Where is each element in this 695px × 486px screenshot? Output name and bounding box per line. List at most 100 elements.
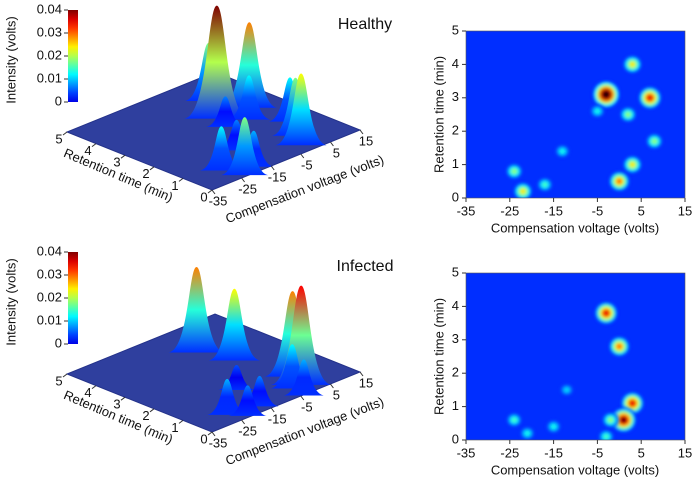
x-tick-label: -35 bbox=[457, 445, 476, 460]
surface-peak bbox=[200, 126, 243, 171]
y-axis-label: Retention time (min) bbox=[431, 56, 446, 173]
y-tick-label: 5 bbox=[55, 131, 62, 146]
surface-peak bbox=[227, 75, 271, 120]
x-tick-label: -15 bbox=[544, 445, 563, 460]
x-tick bbox=[359, 371, 364, 377]
heatmap-peak bbox=[592, 80, 621, 109]
y-tick-label: 5 bbox=[55, 373, 62, 388]
x-tick-label: -35 bbox=[457, 203, 476, 218]
heatmap-peaks bbox=[506, 301, 645, 440]
heatmap-peak bbox=[622, 55, 642, 74]
heatmap-contour bbox=[525, 431, 530, 435]
heatmap-peak bbox=[505, 163, 523, 180]
condition-label: Healthy bbox=[338, 16, 392, 33]
y-tick-label: 5 bbox=[452, 22, 459, 37]
heatmap-peak bbox=[590, 104, 605, 118]
x-tick-label: -25 bbox=[238, 423, 257, 438]
x-tick-label: -5 bbox=[592, 445, 604, 460]
x-tick-label: 15 bbox=[678, 203, 692, 218]
x-tick bbox=[211, 431, 216, 437]
heatmap-contour bbox=[603, 310, 610, 316]
y-tick-label: 1 bbox=[171, 420, 178, 435]
heatmap-peak bbox=[610, 407, 637, 433]
colorbar-tick-label: 0.02 bbox=[37, 47, 62, 62]
surface-peak bbox=[221, 22, 278, 108]
x-tick-label: -25 bbox=[238, 181, 257, 196]
y-axis-label: Retention time (min) bbox=[431, 298, 446, 415]
surface-peak bbox=[207, 378, 247, 415]
x-tick bbox=[329, 383, 334, 389]
y-tick bbox=[149, 408, 155, 413]
colorbar-label: Intensity (volts) bbox=[3, 16, 18, 103]
surface-peak bbox=[228, 385, 267, 416]
y-tick-label: 3 bbox=[113, 397, 120, 412]
heatmap-contour bbox=[604, 434, 609, 439]
x-tick bbox=[241, 177, 246, 183]
heatmap-peak bbox=[622, 155, 642, 174]
heatmap-peak bbox=[645, 133, 663, 149]
y-tick bbox=[91, 385, 97, 390]
x-tick-label: 5 bbox=[638, 445, 645, 460]
heatmap-peak bbox=[608, 336, 630, 357]
heatmap-contour bbox=[647, 94, 653, 101]
surface-peak bbox=[284, 359, 324, 396]
y-tick bbox=[120, 396, 126, 401]
y-tick-label: 4 bbox=[84, 385, 91, 400]
colorbar-tick-label: 0.03 bbox=[37, 266, 62, 281]
x-tick bbox=[241, 419, 246, 425]
colorbar-tick-label: 0.01 bbox=[37, 70, 62, 85]
y-tick-label: 2 bbox=[142, 408, 149, 423]
surface-peak bbox=[275, 73, 327, 146]
y-tick-label: 3 bbox=[452, 89, 459, 104]
x-tick-label: -25 bbox=[500, 203, 519, 218]
x-tick bbox=[300, 153, 305, 159]
heatmap-contour bbox=[630, 162, 635, 167]
y-tick-label: 0 bbox=[200, 431, 207, 446]
colorbar-tick-label: 0.02 bbox=[37, 289, 62, 304]
x-tick bbox=[359, 129, 364, 135]
heatmap-frame bbox=[465, 30, 686, 199]
heatmap-peak bbox=[559, 383, 574, 396]
x-tick-label: 5 bbox=[333, 145, 340, 160]
heatmap-contour bbox=[542, 182, 547, 187]
colorbar-tick-label: 0.04 bbox=[37, 243, 62, 258]
heatmap-frame bbox=[465, 272, 686, 441]
heatmap-contour bbox=[512, 169, 517, 174]
heatmap-contour bbox=[512, 418, 517, 422]
heatmap-contour bbox=[602, 90, 610, 98]
condition-label: Infected bbox=[337, 258, 394, 275]
heatmap-contour bbox=[608, 418, 613, 422]
heatmap-background bbox=[466, 273, 685, 440]
colorbar-tick-label: 0 bbox=[55, 93, 62, 108]
y-tick-label: 2 bbox=[142, 166, 149, 181]
y-tick-label: 5 bbox=[452, 264, 459, 279]
y-tick bbox=[207, 189, 213, 194]
heatmap-peak bbox=[608, 171, 630, 192]
y-tick-label: 0 bbox=[200, 189, 207, 204]
heatmap-contour bbox=[630, 62, 635, 67]
colorbar-label: Intensity (volts) bbox=[3, 258, 18, 345]
y-tick bbox=[178, 177, 184, 182]
y-tick bbox=[62, 373, 68, 378]
x-tick bbox=[270, 165, 275, 171]
heatmap-peak bbox=[619, 106, 637, 123]
x-tick-label: -15 bbox=[544, 203, 563, 218]
surface-peak bbox=[208, 288, 261, 361]
heatmap-contour bbox=[616, 343, 622, 350]
surface-peak bbox=[206, 96, 245, 127]
heatmap-contour bbox=[560, 149, 565, 153]
y-tick-label: 0 bbox=[452, 189, 459, 204]
colorbar-tick-label: 0 bbox=[55, 335, 62, 350]
x-tick bbox=[270, 407, 275, 413]
surface-peak bbox=[184, 5, 250, 119]
x-axis-label: Compensation voltage (volts) bbox=[491, 462, 659, 477]
y-tick bbox=[207, 431, 213, 436]
x-tick bbox=[329, 141, 334, 147]
x-tick-label: -35 bbox=[209, 435, 228, 450]
x-tick-label: 5 bbox=[638, 203, 645, 218]
x-tick-label: -15 bbox=[268, 411, 287, 426]
y-tick bbox=[149, 166, 155, 171]
